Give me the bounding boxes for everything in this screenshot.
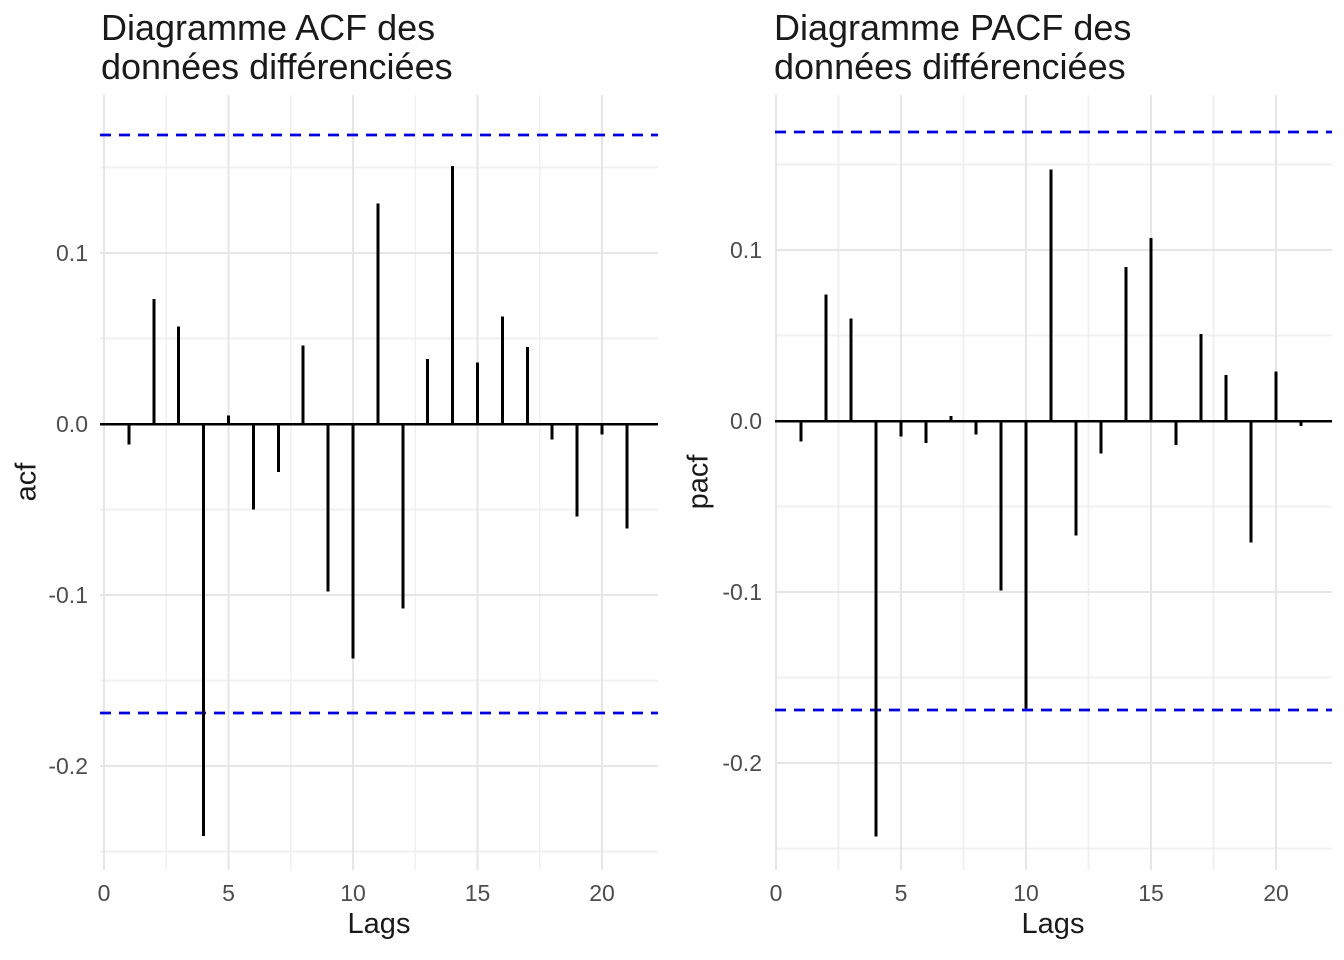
x-tick-label: 20: [589, 880, 615, 906]
chart-title-pacf: Diagramme PACF des données différenciées: [774, 8, 1131, 86]
x-tick-label: 20: [1263, 880, 1289, 906]
chart-title-acf-line2: données différenciées: [101, 46, 453, 87]
x-tick-label: 15: [464, 880, 491, 906]
x-axis-title-acf: Lags: [347, 908, 411, 940]
y-axis-title-pacf: pacf: [682, 454, 715, 510]
plot-panel-acf: [100, 95, 658, 870]
x-tick-label: 10: [340, 880, 366, 906]
x-tick-label: 10: [1013, 880, 1039, 906]
x-axis-title-pacf: Lags: [1021, 908, 1085, 940]
x-tick-label: 5: [222, 880, 235, 906]
x-tick-label: 0: [769, 880, 783, 906]
y-tick-label: 0.1: [730, 237, 762, 263]
plot-panel-pacf: [775, 95, 1332, 870]
y-tick-label: -0.1: [722, 579, 762, 605]
y-tick-label: 0.0: [56, 411, 88, 437]
chart-title-acf-line1: Diagramme ACF des: [101, 7, 436, 48]
y-tick-label: 0.1: [56, 240, 88, 266]
x-tick-label: 15: [1138, 880, 1164, 906]
y-tick-label: -0.2: [722, 750, 762, 776]
x-tick-label: 5: [894, 880, 908, 906]
chart-title-acf: Diagramme ACF des données différenciées: [101, 8, 453, 86]
chart-title-pacf-line2: données différenciées: [774, 46, 1126, 87]
chart-title-pacf-line1: Diagramme PACF des: [774, 7, 1132, 48]
y-axis-title-acf: acf: [10, 462, 43, 502]
y-tick-label: 0.0: [730, 408, 762, 434]
y-tick-label: -0.2: [48, 753, 88, 779]
x-tick-label: 0: [97, 880, 111, 906]
y-tick-label: -0.1: [48, 582, 88, 608]
